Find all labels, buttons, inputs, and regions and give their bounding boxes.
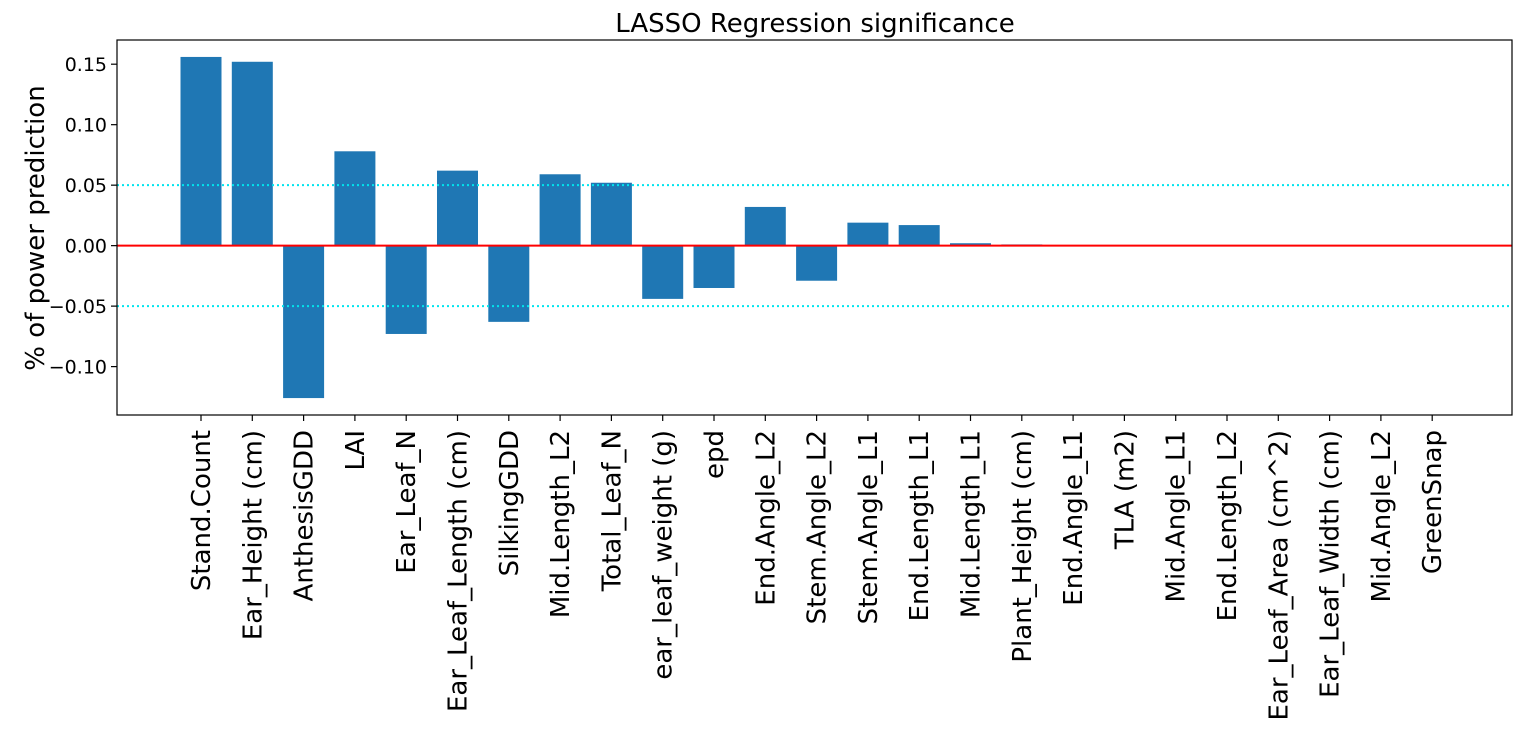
y-tick-label: 0.15 bbox=[65, 54, 107, 76]
x-tick-label: Ear_Leaf_Length (cm) bbox=[444, 430, 474, 712]
bar bbox=[693, 245, 735, 288]
y-tick-label: 0.00 bbox=[65, 236, 107, 258]
x-tick-label: Ear_Leaf_N bbox=[392, 430, 422, 574]
x-tick-label: Ear_Leaf_Width (cm) bbox=[1316, 430, 1346, 698]
x-tick-label: End.Angle_L1 bbox=[1059, 430, 1089, 606]
y-tick-label: 0.05 bbox=[65, 175, 107, 197]
bar bbox=[539, 174, 581, 246]
x-tick-label: epd bbox=[700, 430, 730, 479]
bar bbox=[283, 245, 325, 399]
y-tick-label: −0.10 bbox=[49, 357, 107, 379]
x-tick-label: Mid.Length_L1 bbox=[957, 430, 987, 618]
bar bbox=[898, 225, 940, 246]
bar bbox=[950, 243, 991, 246]
bar bbox=[744, 206, 786, 246]
x-tick-label: TLA (m2) bbox=[1110, 430, 1140, 550]
x-tick-label: Ear_Leaf_Area (cm^2) bbox=[1264, 430, 1294, 721]
x-tick-label: Mid.Angle_L2 bbox=[1367, 430, 1397, 602]
y-axis-label: % of power prediction bbox=[21, 85, 51, 370]
bar bbox=[488, 245, 530, 322]
x-tick-label: Stem.Angle_L1 bbox=[854, 430, 884, 624]
x-tick-label: Mid.Length_L2 bbox=[546, 430, 576, 618]
bar bbox=[642, 245, 684, 299]
bar bbox=[847, 222, 889, 246]
bar bbox=[334, 151, 376, 246]
bar bbox=[385, 245, 427, 334]
chart-title: LASSO Regression significance bbox=[615, 9, 1014, 39]
y-tick-label: −0.05 bbox=[49, 296, 107, 318]
bar bbox=[231, 61, 273, 246]
x-tick-label: End.Angle_L2 bbox=[751, 430, 781, 606]
bar bbox=[590, 182, 632, 246]
x-tick-label: Ear_Height (cm) bbox=[238, 430, 268, 640]
x-tick-label: LAI bbox=[341, 430, 371, 471]
x-tick-label: Mid.Angle_L1 bbox=[1162, 430, 1192, 602]
x-tick-label: SilkingGDD bbox=[495, 430, 525, 576]
x-tick-label: GreenSnap bbox=[1418, 430, 1448, 574]
x-tick-label: AnthesisGDD bbox=[290, 430, 320, 601]
plot-area: −0.10 −0.05 0.00 0.05 0.10 0.15 Stand.Count Ear… bbox=[49, 39, 1513, 721]
x-tick-label: Stand.Count bbox=[187, 430, 217, 591]
x-tick-label: ear_leaf_weight (g) bbox=[649, 430, 679, 680]
plot-frame bbox=[116, 39, 1513, 416]
y-tick-label: 0.10 bbox=[65, 115, 107, 137]
x-tick-label: Plant_Height (cm) bbox=[1008, 430, 1038, 663]
x-tick-label: Total_Leaf_N bbox=[597, 430, 627, 592]
x-tick-label: Stem.Angle_L2 bbox=[803, 430, 833, 624]
x-tick-label: End.Length_L2 bbox=[1213, 430, 1243, 621]
bar bbox=[796, 245, 838, 281]
x-tick-label: End.Length_L1 bbox=[905, 430, 935, 621]
bar bbox=[437, 170, 478, 246]
bar bbox=[180, 56, 222, 246]
